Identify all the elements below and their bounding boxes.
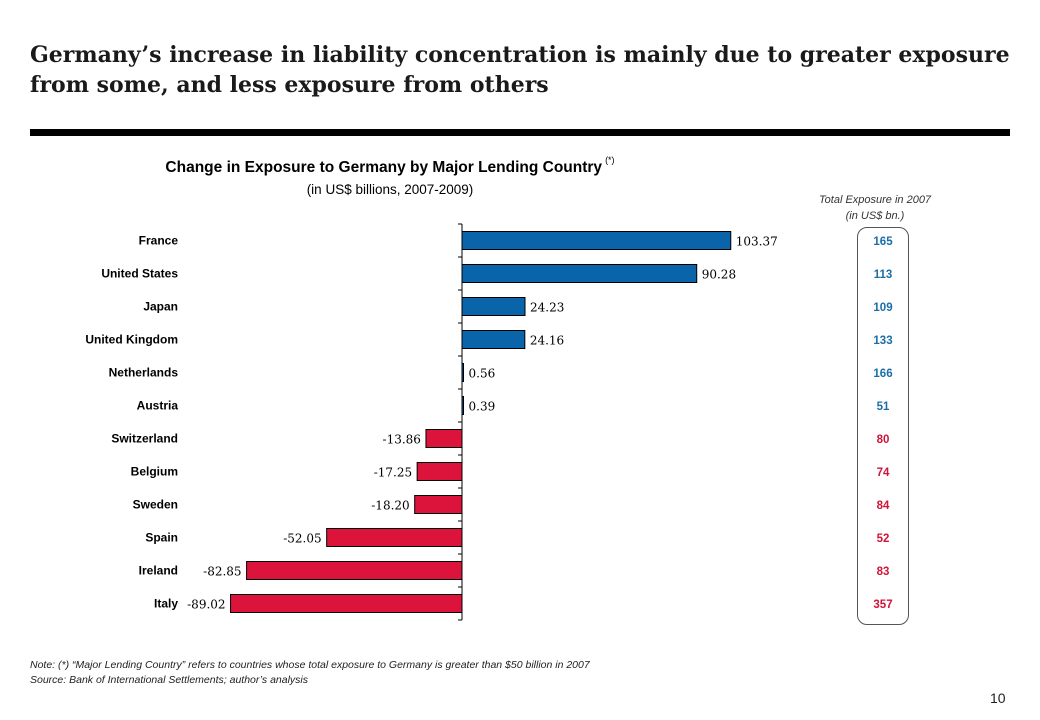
data-label: -13.86 bbox=[383, 433, 421, 447]
bar-switzerland bbox=[425, 429, 463, 448]
data-label: -18.20 bbox=[371, 499, 409, 513]
bar-belgium bbox=[416, 462, 463, 481]
data-label: 90.28 bbox=[702, 268, 736, 282]
data-label: 0.56 bbox=[469, 367, 496, 381]
category-label: Sweden bbox=[133, 498, 178, 512]
data-label: -82.85 bbox=[203, 565, 241, 579]
bar-netherlands bbox=[461, 363, 464, 382]
footnote: Note: (*) “Major Lending Country” refers… bbox=[30, 658, 590, 688]
page-number: 10 bbox=[990, 690, 1006, 706]
bar-france bbox=[461, 231, 732, 250]
total-exposure-value: 80 bbox=[877, 434, 890, 446]
category-label: Netherlands bbox=[109, 366, 179, 380]
chart-title-text: Change in Exposure to Germany by Major L… bbox=[165, 159, 603, 177]
total-exposure-value: 166 bbox=[873, 368, 892, 380]
data-label: -52.05 bbox=[283, 532, 321, 546]
total-exposure-value: 84 bbox=[877, 500, 890, 512]
category-label: France bbox=[139, 234, 179, 248]
bar-japan bbox=[461, 297, 526, 316]
total-exposure-value: 83 bbox=[877, 566, 890, 578]
bar-ireland bbox=[246, 561, 463, 580]
side-panel-header-line2: (in US$ bn.) bbox=[845, 210, 905, 222]
data-label: -89.02 bbox=[187, 598, 225, 612]
total-exposure-value: 357 bbox=[873, 599, 892, 611]
category-label: Belgium bbox=[131, 465, 178, 479]
chart-subtitle: (in US$ billions, 2007-2009) bbox=[306, 182, 474, 197]
total-exposure-value: 133 bbox=[873, 335, 892, 347]
category-label: Italy bbox=[154, 597, 178, 611]
side-panel-header-line1: Total Exposure in 2007 bbox=[818, 194, 932, 206]
category-label: Japan bbox=[143, 300, 178, 314]
slide-title: Germany’s increase in liability concentr… bbox=[30, 42, 1010, 98]
chart-title-marker: (*) bbox=[605, 155, 615, 165]
total-exposure-value: 109 bbox=[873, 302, 892, 314]
total-exposure-box bbox=[857, 227, 909, 625]
data-label: 24.16 bbox=[530, 334, 564, 348]
bar-austria bbox=[461, 396, 464, 415]
title-divider bbox=[30, 129, 1010, 136]
data-label: -17.25 bbox=[374, 466, 412, 480]
total-exposure-value: 113 bbox=[874, 269, 893, 281]
category-label: Austria bbox=[137, 399, 179, 413]
side-panel-header: Total Exposure in 2007 (in US$ bn.) bbox=[790, 192, 960, 224]
total-exposure-value: 52 bbox=[877, 533, 890, 545]
footnote-note: Note: (*) “Major Lending Country” refers… bbox=[30, 659, 590, 671]
chart-title: Change in Exposure to Germany by Major L… bbox=[0, 155, 910, 177]
category-label: Switzerland bbox=[111, 432, 178, 446]
bar-united-states bbox=[461, 264, 698, 283]
bar-sweden bbox=[414, 495, 463, 514]
category-label: Ireland bbox=[139, 564, 178, 578]
footnote-source: Source: Bank of International Settlement… bbox=[30, 674, 309, 686]
category-label: United Kingdom bbox=[85, 333, 178, 347]
total-exposure-value: 165 bbox=[873, 236, 893, 248]
total-exposure-value: 74 bbox=[877, 467, 890, 479]
bar-italy bbox=[230, 594, 463, 613]
data-label: 0.39 bbox=[469, 400, 496, 414]
bar-spain bbox=[326, 528, 463, 547]
data-label: 103.37 bbox=[736, 235, 778, 249]
bar-united-kingdom bbox=[461, 330, 526, 349]
category-label: United States bbox=[101, 267, 178, 281]
category-label: Spain bbox=[145, 531, 178, 545]
total-exposure-value: 51 bbox=[877, 401, 890, 413]
data-label: 24.23 bbox=[530, 301, 564, 315]
